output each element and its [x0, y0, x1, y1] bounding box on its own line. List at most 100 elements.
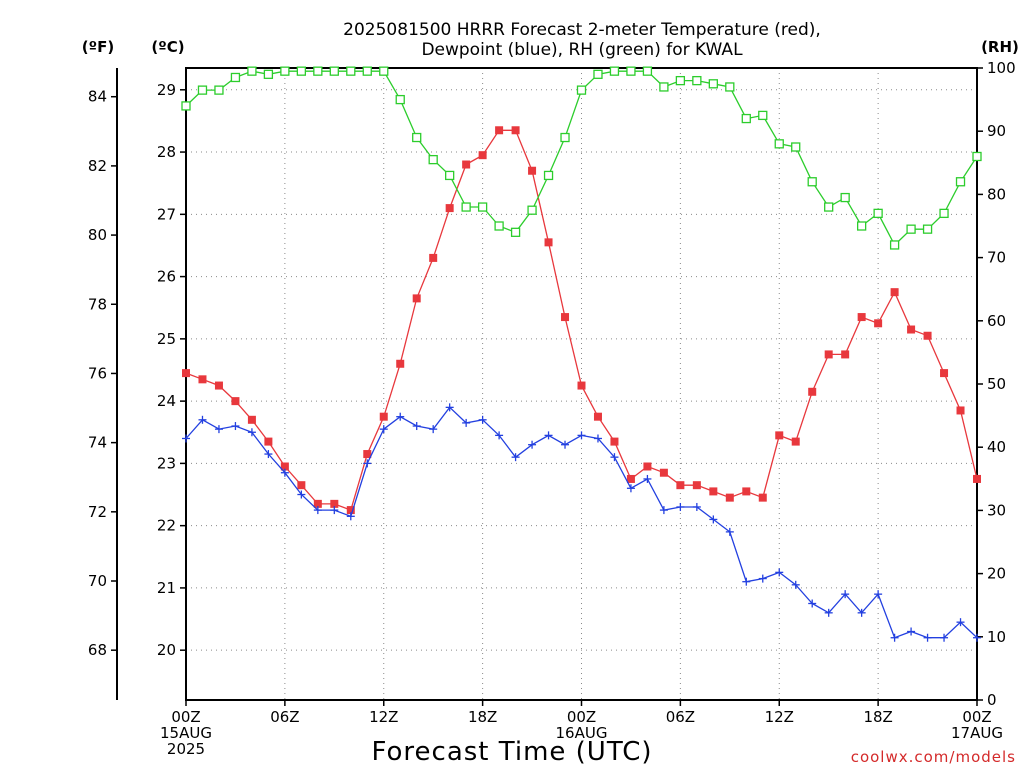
credit-text: coolwx.com/models — [851, 748, 1016, 766]
rh-point — [197, 85, 208, 95]
dewpoint-point — [841, 590, 850, 599]
celsius-tick-label: 27 — [157, 205, 176, 223]
rh-point — [395, 94, 405, 105]
dewpoint-point — [857, 608, 866, 617]
rh-point — [263, 69, 274, 79]
temperature-point — [775, 431, 784, 440]
dewpoint-point — [758, 574, 767, 583]
dewpoint-point — [907, 627, 916, 636]
rh-point — [906, 224, 916, 234]
dewpoint-point — [330, 506, 339, 515]
temperature-point — [544, 238, 553, 247]
temperature-point — [264, 437, 273, 446]
rh-point — [379, 66, 389, 76]
temperature-point — [610, 437, 619, 446]
x-tick-label: 00Z — [567, 708, 596, 726]
rh-tick-label: 20 — [987, 565, 1006, 583]
rh-point — [494, 221, 504, 231]
celsius-tick-label: 22 — [157, 517, 176, 535]
rh-tick-label: 90 — [987, 122, 1006, 140]
dewpoint-point — [610, 453, 619, 462]
rh-point — [477, 202, 488, 212]
dewpoint-point — [379, 425, 388, 434]
celsius-tick-label: 26 — [157, 268, 176, 286]
dewpoint-point — [528, 440, 537, 449]
rh-point — [774, 139, 784, 149]
dewpoint-point — [544, 431, 553, 440]
temperature-point — [692, 481, 701, 490]
dewpoint-point — [692, 502, 701, 511]
rh-point — [659, 82, 669, 92]
rh-point — [329, 66, 339, 76]
temperature-point — [907, 325, 916, 334]
temperature-point — [445, 204, 454, 213]
dewpoint-point — [824, 608, 833, 617]
temperature-point — [956, 406, 965, 415]
celsius-tick-label: 23 — [157, 454, 176, 472]
temperature-point — [231, 397, 240, 406]
temperature-point — [676, 481, 685, 490]
rh-point — [461, 202, 471, 212]
rh-point — [758, 110, 768, 121]
x-tick-label: 06Z — [270, 708, 299, 726]
rh-point — [560, 132, 570, 143]
dewpoint-point — [231, 422, 240, 431]
rh-point — [543, 170, 554, 181]
dewpoint-point — [626, 484, 635, 493]
dewpoint-point — [247, 428, 256, 437]
dewpoint-point — [577, 431, 586, 440]
rh-point — [840, 192, 850, 203]
rh-point — [247, 66, 257, 76]
rh-point — [725, 82, 735, 92]
temperature-point — [890, 288, 899, 297]
rh-point — [346, 66, 356, 76]
dewpoint-point — [593, 434, 602, 443]
dewpoint-point — [429, 425, 438, 434]
y-left-inner-axis-label: (ºC) — [151, 38, 184, 56]
rh-point — [955, 177, 966, 187]
dewpoint-point — [462, 418, 471, 427]
celsius-tick-label: 20 — [157, 641, 176, 659]
temperature-point — [841, 350, 850, 359]
x-tick-label: 15AUG — [160, 724, 212, 742]
rh-tick-label: 40 — [987, 438, 1006, 456]
dewpoint-point — [396, 412, 405, 421]
x-tick-label: 16AUG — [556, 724, 608, 742]
dewpoint-point — [709, 515, 718, 524]
data-series — [181, 66, 982, 642]
temperature-point — [478, 151, 487, 160]
rh-point — [510, 227, 521, 237]
temperature-point — [857, 313, 866, 322]
temperature-point — [709, 487, 718, 496]
temperature-point — [280, 462, 289, 471]
temperature-point — [297, 481, 306, 490]
dewpoint-point — [346, 512, 355, 521]
x-tick-label: 00Z — [171, 708, 200, 726]
rh-tick-label: 100 — [987, 59, 1016, 77]
temperature-point — [593, 412, 602, 421]
x-tick-label: 00Z — [962, 708, 991, 726]
temperature-point — [561, 313, 570, 322]
dewpoint-point — [214, 425, 223, 434]
dewpoint-point — [363, 459, 372, 468]
dewpoint-point — [676, 502, 685, 511]
rh-point — [576, 85, 587, 95]
dewpoint-point — [313, 506, 322, 515]
dewpoint-point — [297, 490, 306, 499]
grid-lines — [186, 68, 977, 700]
temperature-point — [313, 499, 322, 508]
temperature-point — [758, 493, 767, 502]
dewpoint-point — [511, 453, 520, 462]
dewpoint-point — [264, 450, 273, 459]
rh-point — [296, 66, 307, 76]
dewpoint-point — [874, 590, 883, 599]
dewpoint-point — [495, 431, 504, 440]
x-axis-label: Forecast Time (UTC) — [371, 737, 652, 767]
rh-point — [230, 72, 241, 83]
temperature-point — [182, 369, 190, 378]
rh-point — [445, 170, 455, 181]
dewpoint-point — [445, 403, 454, 412]
temperature-point — [808, 387, 817, 396]
temperature-point — [528, 166, 537, 175]
